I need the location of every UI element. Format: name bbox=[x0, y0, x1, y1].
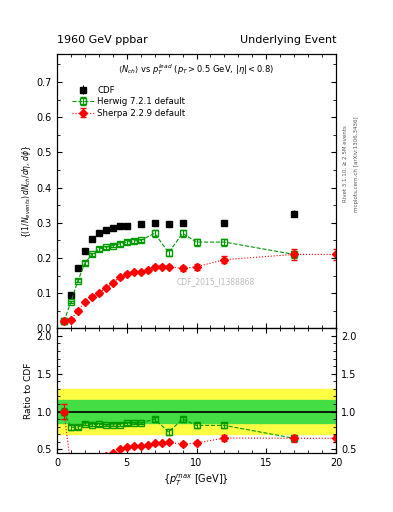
Text: mcplots.cern.ch [arXiv:1306.3436]: mcplots.cern.ch [arXiv:1306.3436] bbox=[354, 116, 359, 211]
Y-axis label: $\{(1/N_{events})\,dN_{ch}/d\eta,\,d\phi\}$: $\{(1/N_{events})\,dN_{ch}/d\eta,\,d\phi… bbox=[20, 144, 33, 238]
Text: $\langle N_{ch}\rangle$ vs $p_T^{lead}$ ($p_T > 0.5$ GeV, $|\eta| < 0.8$): $\langle N_{ch}\rangle$ vs $p_T^{lead}$ … bbox=[118, 62, 275, 77]
Text: CDF_2015_I1388868: CDF_2015_I1388868 bbox=[177, 277, 255, 286]
Text: Underlying Event: Underlying Event bbox=[239, 35, 336, 45]
Text: Rivet 3.1.10, ≥ 2.5M events: Rivet 3.1.10, ≥ 2.5M events bbox=[343, 125, 348, 202]
Bar bbox=[57, 389, 336, 434]
Bar bbox=[57, 400, 336, 423]
X-axis label: $\{p_T^{max}$ [GeV]$\}$: $\{p_T^{max}$ [GeV]$\}$ bbox=[163, 472, 230, 487]
Text: 1960 GeV ppbar: 1960 GeV ppbar bbox=[57, 35, 148, 45]
Y-axis label: Ratio to CDF: Ratio to CDF bbox=[24, 362, 33, 419]
Legend: CDF, Herwig 7.2.1 default, Sherpa 2.2.9 default: CDF, Herwig 7.2.1 default, Sherpa 2.2.9 … bbox=[72, 86, 185, 118]
